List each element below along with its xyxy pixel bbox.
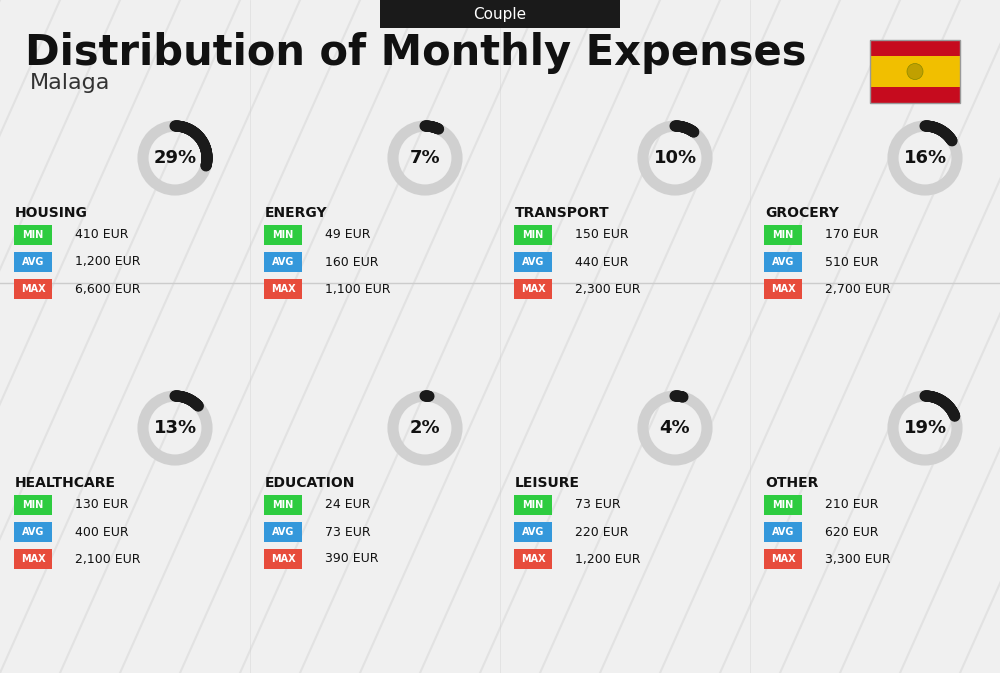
FancyBboxPatch shape [514,225,552,245]
FancyBboxPatch shape [264,225,302,245]
FancyBboxPatch shape [764,252,802,272]
Text: MIN: MIN [272,230,294,240]
Text: 19%: 19% [903,419,947,437]
FancyBboxPatch shape [764,522,802,542]
Text: MIN: MIN [522,230,544,240]
Text: 2,100 EUR: 2,100 EUR [75,553,140,565]
Text: 1,100 EUR: 1,100 EUR [325,283,390,295]
Text: MIN: MIN [272,500,294,510]
Text: MAX: MAX [271,284,295,294]
Text: 210 EUR: 210 EUR [825,499,879,511]
Text: 170 EUR: 170 EUR [825,229,879,242]
Text: 2%: 2% [410,419,440,437]
FancyBboxPatch shape [514,549,552,569]
Text: Malaga: Malaga [30,73,110,93]
Text: MAX: MAX [771,554,795,564]
Text: MIN: MIN [772,500,794,510]
FancyBboxPatch shape [514,252,552,272]
Text: AVG: AVG [772,257,794,267]
Text: MAX: MAX [21,284,45,294]
Text: 2,700 EUR: 2,700 EUR [825,283,891,295]
FancyBboxPatch shape [764,495,802,515]
Text: 220 EUR: 220 EUR [575,526,629,538]
FancyBboxPatch shape [870,87,960,103]
Text: ENERGY: ENERGY [265,206,328,220]
Text: MIN: MIN [772,230,794,240]
FancyBboxPatch shape [870,40,960,56]
Text: MIN: MIN [22,500,44,510]
Text: 400 EUR: 400 EUR [75,526,129,538]
Text: 390 EUR: 390 EUR [325,553,378,565]
Text: MIN: MIN [522,500,544,510]
Text: 4%: 4% [660,419,690,437]
Text: HOUSING: HOUSING [15,206,88,220]
Text: 6,600 EUR: 6,600 EUR [75,283,140,295]
FancyBboxPatch shape [264,495,302,515]
Text: MIN: MIN [22,230,44,240]
FancyBboxPatch shape [514,279,552,299]
Text: MAX: MAX [771,284,795,294]
FancyBboxPatch shape [514,522,552,542]
Text: 1,200 EUR: 1,200 EUR [75,256,140,269]
Text: AVG: AVG [272,257,294,267]
Text: 73 EUR: 73 EUR [575,499,621,511]
FancyBboxPatch shape [514,495,552,515]
Text: 510 EUR: 510 EUR [825,256,879,269]
FancyBboxPatch shape [264,522,302,542]
FancyBboxPatch shape [264,549,302,569]
Text: MAX: MAX [521,284,545,294]
FancyBboxPatch shape [14,522,52,542]
Text: 73 EUR: 73 EUR [325,526,371,538]
FancyBboxPatch shape [14,279,52,299]
FancyBboxPatch shape [14,495,52,515]
Text: 16%: 16% [903,149,947,167]
Text: OTHER: OTHER [765,476,818,490]
Text: 49 EUR: 49 EUR [325,229,370,242]
Text: GROCERY: GROCERY [765,206,839,220]
FancyBboxPatch shape [870,56,960,87]
Circle shape [907,63,923,79]
Text: 410 EUR: 410 EUR [75,229,128,242]
FancyBboxPatch shape [764,225,802,245]
FancyBboxPatch shape [14,549,52,569]
Text: MAX: MAX [21,554,45,564]
FancyBboxPatch shape [264,279,302,299]
Text: Distribution of Monthly Expenses: Distribution of Monthly Expenses [25,32,806,74]
Text: Couple: Couple [473,7,527,22]
Text: MAX: MAX [271,554,295,564]
Text: AVG: AVG [22,527,44,537]
Text: 13%: 13% [153,419,197,437]
Text: 2,300 EUR: 2,300 EUR [575,283,640,295]
Text: 10%: 10% [653,149,697,167]
Text: 440 EUR: 440 EUR [575,256,629,269]
Text: AVG: AVG [522,257,544,267]
FancyBboxPatch shape [764,279,802,299]
FancyBboxPatch shape [14,252,52,272]
Text: AVG: AVG [22,257,44,267]
Text: 29%: 29% [153,149,197,167]
Text: 150 EUR: 150 EUR [575,229,629,242]
FancyBboxPatch shape [380,0,620,28]
Text: AVG: AVG [522,527,544,537]
FancyBboxPatch shape [14,225,52,245]
Text: MAX: MAX [521,554,545,564]
Text: LEISURE: LEISURE [515,476,580,490]
FancyBboxPatch shape [264,252,302,272]
FancyBboxPatch shape [764,549,802,569]
Text: 3,300 EUR: 3,300 EUR [825,553,891,565]
Text: 130 EUR: 130 EUR [75,499,128,511]
Text: 24 EUR: 24 EUR [325,499,370,511]
Text: TRANSPORT: TRANSPORT [515,206,610,220]
Text: 620 EUR: 620 EUR [825,526,879,538]
Text: HEALTHCARE: HEALTHCARE [15,476,116,490]
Text: EDUCATION: EDUCATION [265,476,355,490]
Text: 7%: 7% [410,149,440,167]
Text: AVG: AVG [772,527,794,537]
Text: 1,200 EUR: 1,200 EUR [575,553,640,565]
Text: AVG: AVG [272,527,294,537]
Text: 160 EUR: 160 EUR [325,256,378,269]
